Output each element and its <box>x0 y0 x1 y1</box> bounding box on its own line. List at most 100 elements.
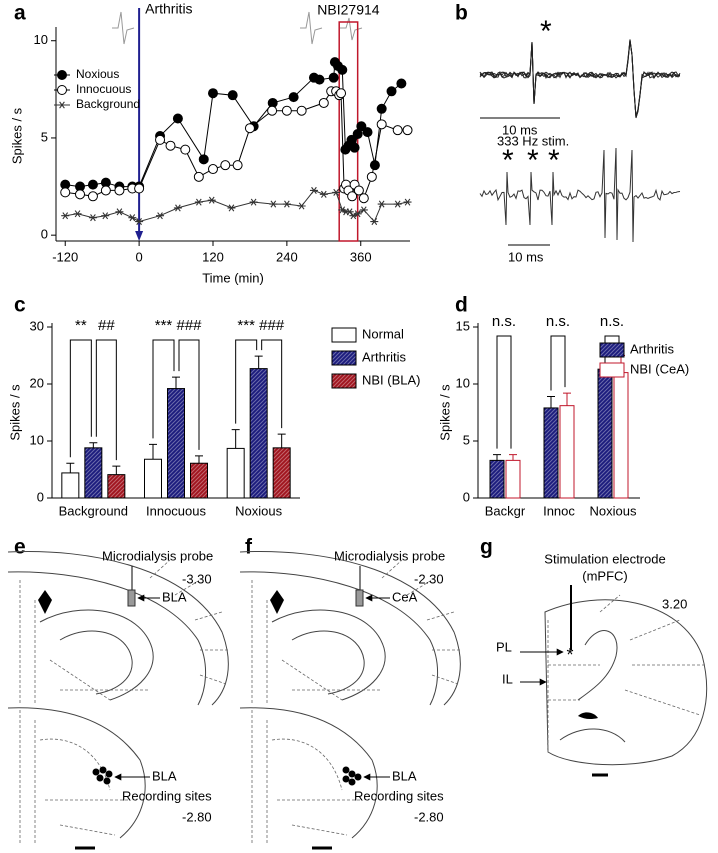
waveform-icon <box>300 11 323 45</box>
marker <box>73 210 82 218</box>
x-tick-label: Innocuous <box>146 503 206 518</box>
x-tick-label: Noxious <box>590 503 637 518</box>
significance-label: ** <box>75 317 87 334</box>
marker <box>349 142 360 153</box>
panel-label: b <box>455 2 468 25</box>
spike-trace <box>479 40 681 118</box>
waveform-icon <box>112 11 135 45</box>
annotation-label: Arthritis <box>145 1 192 17</box>
error-bar <box>231 429 240 449</box>
bar <box>61 472 80 499</box>
x-tick-label: 360 <box>350 249 372 264</box>
error-bar <box>563 392 571 406</box>
legend-marker <box>58 101 66 109</box>
significance-label: n.s. <box>600 313 624 330</box>
y-tick-label: 10 <box>456 375 470 390</box>
marker <box>319 190 328 198</box>
marker <box>249 198 258 206</box>
y-tick-label: 20 <box>30 375 44 390</box>
x-tick-label: 120 <box>202 249 224 264</box>
significance-label: ### <box>176 317 202 334</box>
marker <box>393 200 402 208</box>
marker <box>370 218 379 226</box>
marker <box>336 88 347 99</box>
recording-label: Recording sites <box>354 788 444 803</box>
marker <box>403 198 412 206</box>
legend-label: Arthritis <box>630 341 675 356</box>
legend-label: NBI (BLA) <box>362 372 421 387</box>
legend-label: NBI (CeA) <box>630 361 689 376</box>
spike-trace <box>479 39 681 119</box>
marker <box>345 208 354 216</box>
significance-bracket <box>235 339 258 424</box>
bar <box>613 372 629 499</box>
marker <box>87 179 98 190</box>
marker <box>269 200 278 208</box>
recording-target: BLA <box>392 768 417 783</box>
significance-label: n.s. <box>492 313 516 330</box>
marker <box>198 154 209 165</box>
error-bar <box>172 376 180 389</box>
x-tick-label: Backgr <box>485 503 526 518</box>
probe-tip <box>127 589 136 607</box>
marker <box>60 187 71 198</box>
marker <box>180 144 191 155</box>
y-tick-label: 0 <box>463 489 470 504</box>
panel-label: g <box>480 536 493 559</box>
bar <box>489 459 505 499</box>
spike-trace <box>479 40 681 118</box>
error-bar <box>277 433 286 448</box>
marker <box>173 204 182 212</box>
significance-bracket <box>261 339 283 429</box>
marker <box>193 171 204 182</box>
marker <box>377 200 386 208</box>
x-tick-label: -120 <box>52 249 78 264</box>
significance-label: *** <box>155 317 173 334</box>
significance-bracket <box>69 339 92 458</box>
recording-sites <box>342 766 362 786</box>
bar <box>272 447 291 499</box>
marker <box>396 78 407 89</box>
marker <box>281 105 292 116</box>
marker <box>155 134 166 145</box>
bar <box>249 368 268 499</box>
bar <box>144 458 162 499</box>
panel-label: c <box>14 294 26 317</box>
y-tick-label: 0 <box>37 489 44 504</box>
marker <box>194 198 203 206</box>
bar <box>559 405 575 499</box>
marker <box>87 191 98 202</box>
marker <box>220 160 231 171</box>
legend-label: Arthritis <box>362 349 407 364</box>
bar <box>167 388 185 499</box>
significance-label: ### <box>259 317 285 334</box>
stim-asterisk: * <box>527 144 539 177</box>
marker <box>101 212 110 220</box>
region-label: PL <box>496 639 512 654</box>
scale-label: 10 ms <box>502 122 538 137</box>
electrode-label: Stimulation electrode <box>544 551 665 566</box>
y-tick-label: 30 <box>30 318 44 333</box>
bar <box>107 474 126 499</box>
marker <box>128 214 137 222</box>
error-bar <box>149 443 157 460</box>
marker <box>337 64 348 75</box>
legend-swatch <box>599 362 625 378</box>
error-bar <box>66 462 75 473</box>
y-axis-label: Spikes / s <box>9 107 24 164</box>
marker <box>297 202 306 210</box>
legend-swatch <box>331 373 357 389</box>
recording-target: BLA <box>152 768 177 783</box>
legend-marker <box>57 70 67 80</box>
legend-swatch <box>599 342 625 358</box>
significance-label: ## <box>98 317 115 334</box>
error-bar <box>89 442 98 448</box>
marker <box>356 121 367 132</box>
y-tick-label: 0 <box>41 227 48 242</box>
x-tick-label: Innoc <box>543 503 575 518</box>
brain-section <box>544 594 708 766</box>
y-axis-label: Spikes / s <box>7 384 22 441</box>
significance-bracket <box>95 339 117 461</box>
marker <box>376 103 387 114</box>
